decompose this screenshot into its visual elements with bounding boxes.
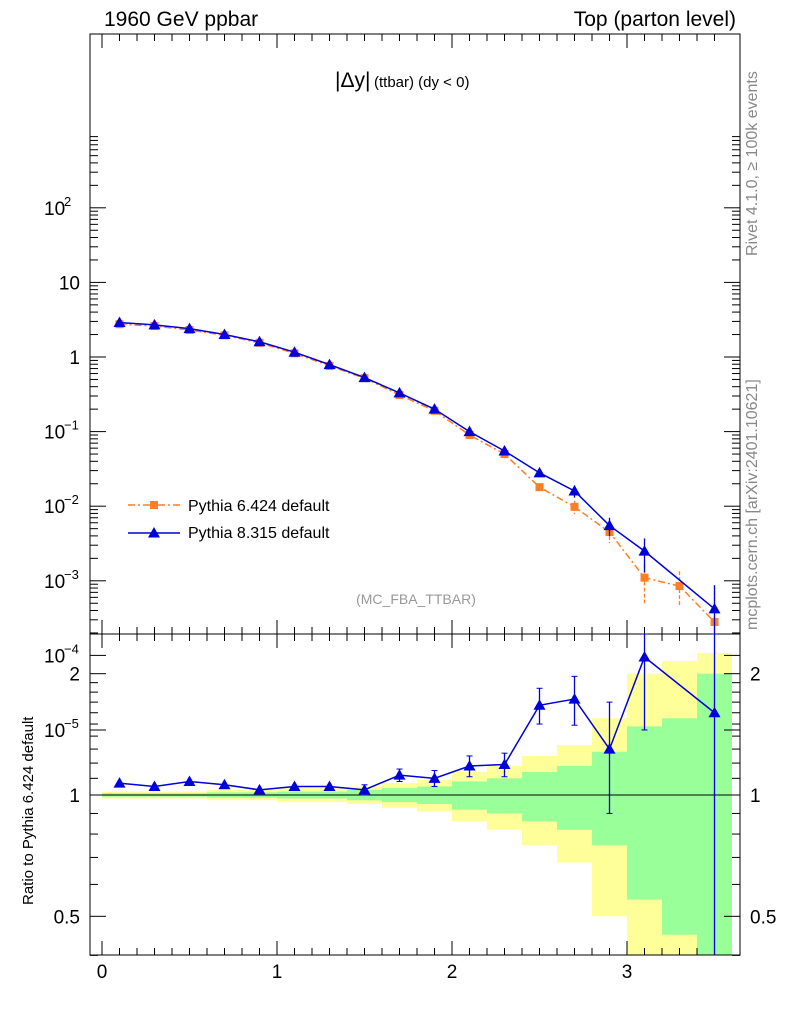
band_inner-bin (557, 766, 592, 830)
pythia8-marker (183, 322, 196, 334)
pythia6-marker (570, 502, 579, 511)
pythia8-line (119, 321, 715, 610)
ratio-marker (183, 775, 196, 787)
pythia6-marker (640, 573, 649, 582)
ratio-marker (323, 780, 336, 791)
pythia8-marker (323, 358, 336, 370)
ratio-y-tick-label-right: 2 (750, 665, 761, 686)
ratio-marker (428, 772, 441, 783)
pythia8-marker (393, 386, 406, 398)
pythia8-marker (253, 335, 266, 347)
pythia8-marker (428, 403, 441, 414)
y-tick-exponent: −3 (64, 567, 79, 582)
ratio-uncertainty-bands (102, 653, 732, 955)
ratio-marker (708, 706, 721, 718)
y-tick-label: 10 (44, 497, 65, 518)
x-tick-label: 2 (447, 962, 458, 983)
pythia8-marker (218, 328, 231, 340)
pythia6-line (119, 323, 716, 623)
header-right: Top (parton level) (573, 8, 736, 31)
y-tick-label: 10 (44, 721, 65, 742)
band_inner-bin (522, 772, 557, 822)
pythia8-marker (533, 466, 546, 478)
chart-labels: |Δy| (ttbar) (dy < 0) (MC_FBA_TTBAR) Pyt… (188, 69, 476, 607)
y-tick-exponent: 2 (64, 194, 71, 209)
y-tick-exponent: −1 (64, 418, 79, 433)
ratio-marker (253, 783, 266, 795)
band_inner-bin (452, 781, 487, 810)
y-tick-exponent: −4 (64, 641, 79, 656)
y-tick-exponent: −5 (64, 716, 79, 731)
header-left: 1960 GeV ppbar (104, 8, 259, 31)
pythia6-marker (535, 483, 544, 492)
pythia8-marker (463, 425, 476, 437)
y-tick-label: 10 (44, 646, 65, 667)
ratio-marker (218, 778, 231, 790)
main-subtitle: (ttbar) (dy < 0) (374, 74, 469, 91)
legend-label-pythia8: Pythia 8.315 default (188, 525, 330, 542)
band_inner-bin (662, 718, 697, 935)
ratio-y-tick-label: 2 (69, 665, 80, 686)
main-title: |Δy| (335, 69, 370, 92)
y-tick-label: 10 (59, 273, 80, 294)
x-tick-label: 3 (622, 962, 633, 983)
pythia8-marker (568, 484, 581, 496)
pythia8-marker (498, 444, 511, 456)
pythia8-marker (708, 602, 721, 614)
analysis-label: (MC_FBA_TTBAR) (356, 591, 476, 607)
pythia8-marker (113, 316, 126, 328)
pythia8-marker (288, 346, 301, 357)
pythia8-marker (358, 371, 371, 383)
y-tick-label: 1 (69, 348, 80, 369)
ratio-marker (358, 783, 371, 795)
ratio-marker (498, 758, 511, 770)
ratio-marker (533, 699, 546, 710)
legend-marker-pythia8 (148, 527, 160, 538)
pythia8-marker (603, 519, 616, 531)
ratio-marker (463, 760, 476, 771)
ratio-marker (603, 743, 616, 754)
legend-label-pythia6: Pythia 6.424 default (188, 498, 330, 515)
band_inner-bin (627, 726, 662, 900)
ratio-y-tick-label-right: 1 (750, 786, 761, 807)
chart-series (113, 316, 721, 955)
ratio-marker (148, 780, 161, 791)
ratio-y-tick-label: 1 (69, 786, 80, 807)
x-tick-label: 1 (272, 962, 283, 983)
y-tick-label: 10 (44, 423, 65, 444)
y-tick-label: 10 (44, 199, 65, 220)
ratio-y-tick-label: 0.5 (54, 907, 80, 928)
pythia6-marker (675, 582, 684, 591)
x-tick-label: 0 (97, 962, 108, 983)
ratio-marker (113, 777, 126, 788)
y-tick-exponent: −2 (64, 492, 79, 507)
ratio-y-tick-label-right: 0.5 (750, 907, 776, 928)
pythia8-marker (148, 318, 161, 330)
ratio-marker (393, 769, 406, 780)
pythia8-marker (638, 545, 651, 556)
band_inner-bin (487, 778, 522, 814)
ratio-marker (288, 780, 301, 791)
y-tick-label: 10 (44, 572, 65, 593)
ratio-marker (568, 693, 581, 704)
ratio-marker (638, 651, 651, 662)
legend-marker-pythia6 (150, 501, 158, 509)
